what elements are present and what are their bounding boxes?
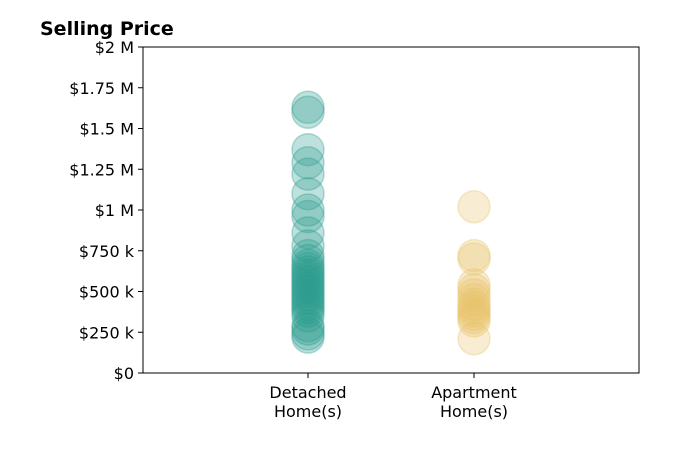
y-tick-label: $1.75 M <box>69 79 134 98</box>
data-point <box>457 238 491 273</box>
data-point <box>291 145 325 180</box>
data-point <box>457 291 491 325</box>
data-point <box>291 95 325 129</box>
data-point <box>291 248 325 283</box>
data-point <box>291 261 325 296</box>
data-point <box>291 299 325 333</box>
chart-title: Selling Price <box>40 18 174 40</box>
data-point <box>457 287 491 322</box>
data-point <box>291 278 325 312</box>
data-point <box>291 199 325 234</box>
data-point <box>291 291 325 325</box>
points-layer <box>291 90 491 356</box>
y-tick-label: $1 M <box>95 201 134 220</box>
x-category-label: Apartment <box>431 383 517 402</box>
data-point <box>291 274 325 309</box>
data-point <box>291 243 325 278</box>
data-point <box>291 287 325 322</box>
y-tick-label: $250 k <box>79 323 135 342</box>
data-point <box>457 189 491 224</box>
data-point <box>291 132 325 167</box>
data-point <box>291 268 325 302</box>
data-point <box>291 271 325 305</box>
data-point <box>291 193 325 227</box>
data-point <box>291 264 325 299</box>
data-point <box>291 251 325 286</box>
y-tick-label: $500 k <box>79 283 135 302</box>
data-point <box>291 216 325 250</box>
data-point <box>457 294 491 328</box>
x-category-label: Home(s) <box>440 402 508 421</box>
data-point <box>457 300 491 335</box>
data-point <box>291 281 325 315</box>
y-tick-label: $1.25 M <box>69 160 134 179</box>
data-point <box>291 238 325 273</box>
plot-frame <box>142 46 640 374</box>
y-tick-label: $2 M <box>95 38 134 57</box>
data-point <box>291 255 325 289</box>
data-point <box>457 273 491 307</box>
data-point <box>291 258 325 292</box>
data-point <box>291 176 325 211</box>
data-point <box>291 229 325 263</box>
y-axis: $0 $250 k $500 k $750 k $1 M $1.25 M $1.5 M $1.… <box>69 38 143 383</box>
data-point <box>291 294 325 328</box>
data-point <box>291 157 325 191</box>
data-point <box>457 297 491 332</box>
data-point <box>457 242 491 276</box>
data-point <box>291 320 325 354</box>
data-point <box>457 268 491 302</box>
y-tick-label: $0 <box>114 364 134 383</box>
data-point <box>457 278 491 312</box>
data-point <box>291 312 325 346</box>
data-point <box>457 282 491 317</box>
x-category-label: Home(s) <box>274 402 342 421</box>
x-category-label: Detached <box>269 383 346 402</box>
data-point <box>457 304 491 338</box>
y-tick-label: $750 k <box>79 242 135 261</box>
data-point <box>457 322 491 356</box>
y-tick-label: $1.5 M <box>79 120 134 139</box>
data-point <box>291 284 325 319</box>
data-point <box>291 317 325 351</box>
data-point <box>291 308 325 343</box>
data-point <box>291 90 325 125</box>
